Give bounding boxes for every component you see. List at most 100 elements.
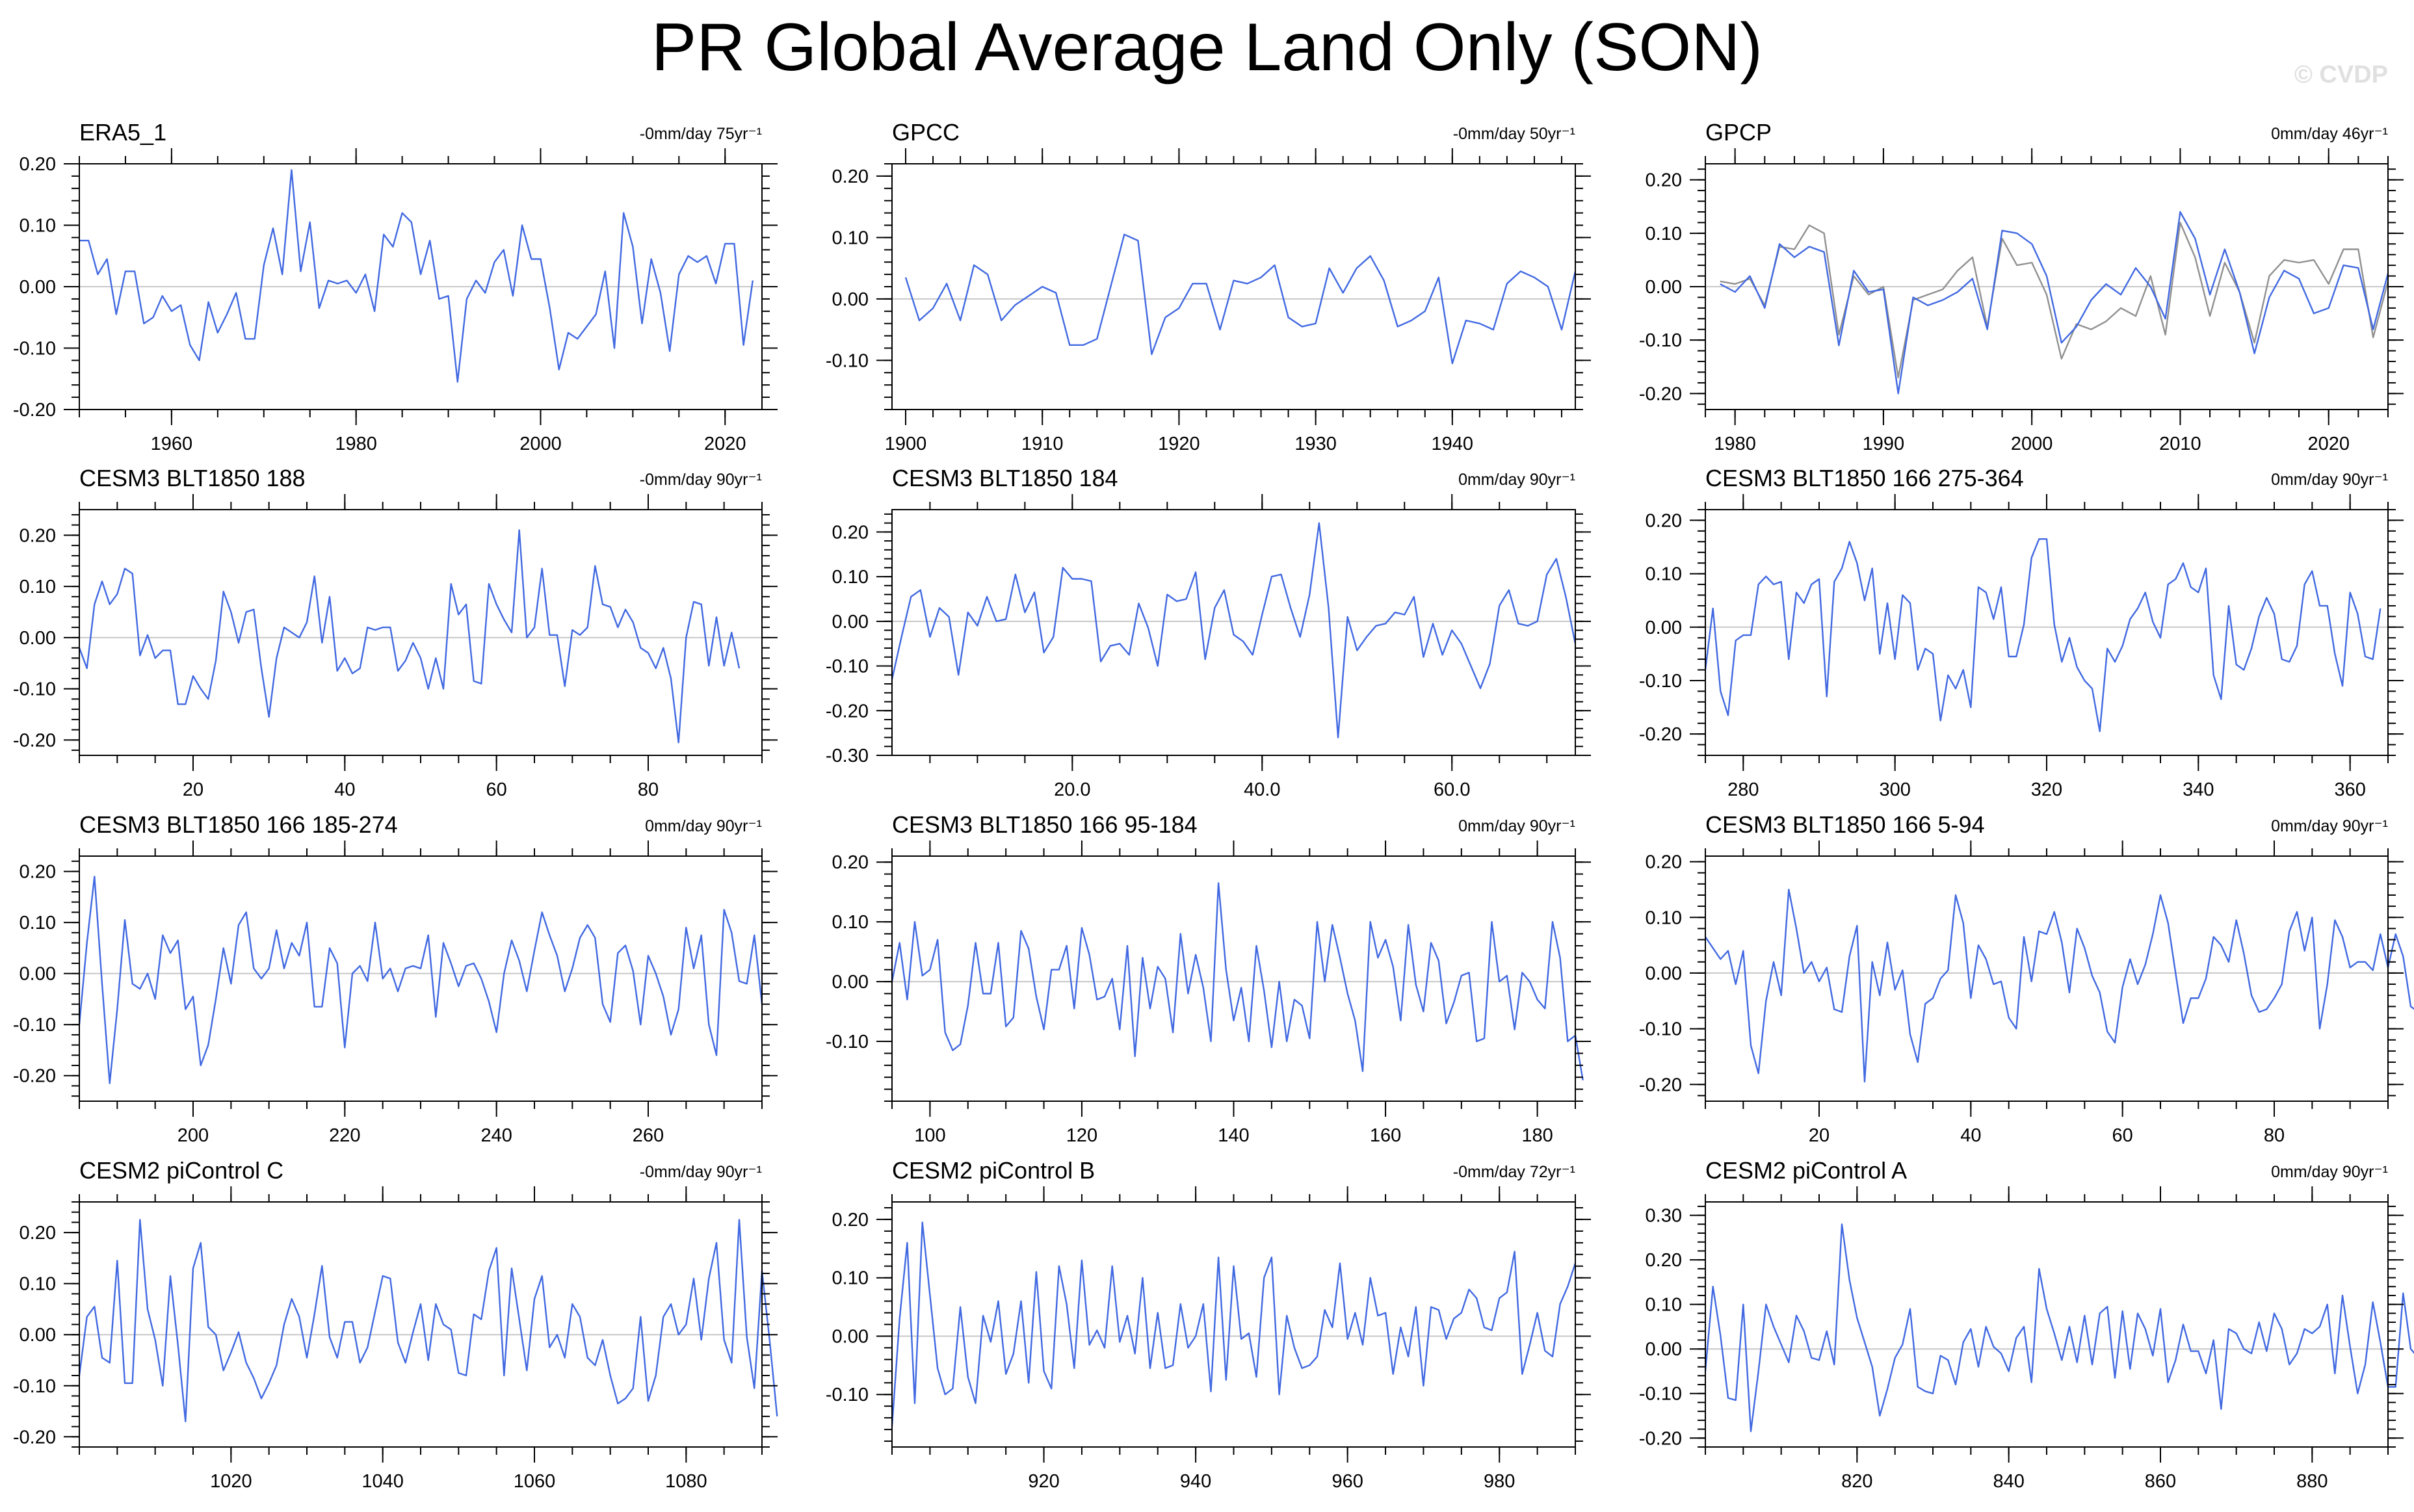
panel-3: 1980 1990 2000 2010 2020 -0.20 -0.10 0.00 0.10 0.…: [1639, 119, 2404, 454]
y-tick-label: -0.10: [1639, 330, 1682, 351]
x-tick-label: 120: [1066, 1125, 1097, 1146]
panel-title: CESM2 piControl B: [892, 1157, 1095, 1184]
x-tick-label: 1920: [1158, 434, 1200, 454]
plot-frame: [1705, 1201, 2389, 1448]
panel-5: 20.0 40.0 60.0 -0.30 -0.20 -0.10 0.00 0.10 0.20 C…: [826, 465, 1591, 800]
trend-label: 0mm/day 46yr⁻¹: [2271, 125, 2388, 143]
y-tick-label: -0.10: [826, 1032, 869, 1052]
x-tick-label: 1990: [1863, 434, 1905, 454]
y-tick-label: 0.20: [1646, 170, 1682, 191]
trend-label: -0mm/day 72yr⁻¹: [1453, 1163, 1575, 1181]
x-tick-label: 20.0: [1054, 779, 1090, 800]
y-tick-label: 0.10: [832, 228, 869, 248]
y-tick-label: 0.00: [20, 964, 56, 985]
trend-label: -0mm/day 50yr⁻¹: [1453, 125, 1575, 143]
panel-6: 280 300 320 340 360 -0.20 -0.10 0.00 0.10 0.20 CES…: [1639, 465, 2404, 800]
panel-7: 200 220 240 260 -0.20 -0.10 0.00 0.10 0.20 CESM3 …: [13, 811, 778, 1146]
x-tick-label: 20: [183, 779, 203, 800]
y-tick-label: 0.10: [20, 577, 56, 597]
x-tick-label: 920: [1028, 1471, 1059, 1492]
data-series-line: [1720, 222, 2389, 378]
x-tick-label: 280: [1727, 779, 1759, 800]
x-tick-label: 180: [1521, 1125, 1553, 1146]
x-tick-label: 1940: [1432, 434, 1474, 454]
y-tick-label: 0.00: [1646, 618, 1682, 638]
panel-12: 820 840 860 880 -0.20 -0.10 0.00 0.10 0.20 0.30 CE…: [1639, 1157, 2414, 1492]
x-tick-label: 1020: [210, 1471, 252, 1492]
data-series-line: [78, 529, 741, 744]
x-tick-label: 960: [1332, 1471, 1363, 1492]
data-series-line: [78, 1219, 778, 1422]
y-tick-label: -0.10: [13, 339, 56, 359]
y-tick-label: 0.00: [20, 1325, 56, 1346]
y-tick-label: 0.00: [832, 1326, 869, 1347]
panel-title: CESM3 BLT1850 166 185-274: [79, 811, 398, 838]
y-tick-label: -0.20: [826, 701, 869, 722]
plot-frame: [79, 1201, 763, 1448]
panel-1: 1960 1980 2000 2020 -0.20 -0.10 0.00 0.10 0.20 ER…: [13, 119, 778, 454]
x-tick-label: 300: [1879, 779, 1910, 800]
x-tick-label: 40.0: [1244, 779, 1280, 800]
y-tick-label: 0.00: [1646, 1339, 1682, 1360]
x-tick-label: 240: [480, 1125, 512, 1146]
y-tick-label: 0.20: [832, 522, 869, 543]
panel-title: CESM3 BLT1850 166 95-184: [892, 811, 1198, 838]
y-tick-label: 0.00: [1646, 963, 1682, 984]
cvdp-watermark: © CVDP: [2294, 61, 2388, 88]
data-series-line: [78, 876, 763, 1084]
data-series-line: [891, 882, 1584, 1081]
trend-label: 0mm/day 90yr⁻¹: [1458, 817, 1575, 835]
panel-title: CESM3 BLT1850 166 275-364: [1705, 465, 2024, 491]
y-tick-label: 0.20: [832, 852, 869, 873]
y-tick-label: -0.10: [13, 1015, 56, 1036]
panel-title: CESM3 BLT1850 188: [79, 465, 306, 491]
x-tick-label: 20: [1809, 1125, 1830, 1146]
x-tick-label: 880: [2296, 1471, 2328, 1492]
y-tick-label: 0.00: [832, 972, 869, 993]
y-tick-label: 0.10: [832, 912, 869, 933]
y-tick-label: 0.30: [1646, 1206, 1682, 1227]
plot-frame: [79, 509, 763, 756]
x-tick-label: 1930: [1294, 434, 1337, 454]
y-tick-label: 0.20: [1646, 510, 1682, 531]
x-tick-label: 1900: [885, 434, 927, 454]
trend-label: 0mm/day 90yr⁻¹: [2271, 1163, 2388, 1181]
y-tick-label: -0.10: [13, 679, 56, 700]
x-tick-label: 220: [329, 1125, 360, 1146]
plot-frame: [1705, 855, 2389, 1102]
y-tick-label: 0.10: [1646, 224, 1682, 244]
y-tick-label: 0.00: [1646, 277, 1682, 298]
y-tick-label: -0.10: [13, 1376, 56, 1397]
y-tick-label: 0.10: [832, 567, 869, 588]
y-tick-label: -0.20: [13, 730, 56, 751]
panel-9: 20 40 60 80 -0.20 -0.10 0.00 0.10 0.20 CESM3 BLT1…: [1639, 811, 2414, 1146]
y-tick-label: -0.10: [1639, 671, 1682, 692]
y-tick-label: -0.10: [1639, 1019, 1682, 1040]
plot-frame: [891, 509, 1576, 756]
x-tick-label: 100: [914, 1125, 945, 1146]
y-tick-label: -0.20: [13, 1066, 56, 1087]
panel-4: 20 40 60 80 -0.20 -0.10 0.00 0.10 0.20 CESM3 BLT1…: [13, 465, 778, 800]
y-tick-label: 0.00: [20, 277, 56, 298]
panel-10: 1020 1040 1060 1080 -0.20 -0.10 0.00 0.10 0.20 CE…: [13, 1157, 778, 1492]
x-tick-label: 160: [1370, 1125, 1401, 1146]
x-tick-label: 140: [1218, 1125, 1249, 1146]
x-tick-label: 2010: [2159, 434, 2201, 454]
x-tick-label: 1960: [151, 434, 193, 454]
data-series-line: [1705, 889, 2414, 1083]
x-tick-label: 60: [486, 779, 507, 800]
y-tick-label: 0.10: [20, 1274, 56, 1295]
panel-2: 1900 1910 1920 1930 1940 -0.10 0.00 0.10 0.20 GPC…: [826, 119, 1591, 454]
y-tick-label: 0.20: [20, 862, 56, 883]
panel-title: CESM3 BLT1850 184: [892, 465, 1118, 491]
data-series-line: [1720, 211, 2389, 395]
trend-label: -0mm/day 75yr⁻¹: [640, 125, 762, 143]
x-tick-label: 360: [2334, 779, 2365, 800]
x-tick-label: 860: [2145, 1471, 2176, 1492]
trend-label: 0mm/day 90yr⁻¹: [2271, 817, 2388, 835]
y-tick-label: 0.10: [20, 216, 56, 237]
panel-title: CESM2 piControl A: [1705, 1157, 1907, 1184]
y-tick-label: 0.10: [1646, 564, 1682, 585]
y-tick-label: 0.10: [1646, 907, 1682, 928]
